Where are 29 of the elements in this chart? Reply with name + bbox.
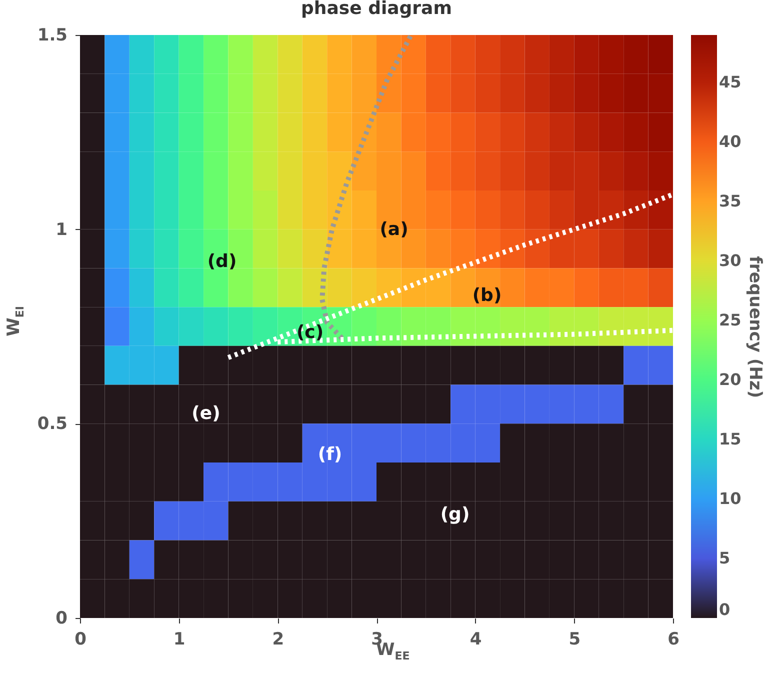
y-tick-label: 1.5	[37, 26, 68, 46]
color-bar-label: 5	[719, 548, 730, 568]
color-bar-label: 30	[719, 251, 742, 270]
y-tick-label: 0	[56, 608, 68, 628]
annotation: (b)	[472, 285, 502, 306]
color-bar-label: 25	[719, 310, 742, 330]
color-bar-label: 35	[719, 192, 742, 211]
x-tick-label: 4	[470, 630, 482, 650]
annotation: (d)	[207, 251, 237, 272]
x-tick-label: 6	[668, 630, 680, 650]
x-tick-label: 1	[173, 630, 186, 650]
color-bar-title: frequency (Hz)	[745, 256, 765, 398]
color-bar-label: 20	[719, 370, 742, 390]
annotation: (g)	[440, 504, 470, 525]
annotation: (e)	[192, 403, 220, 424]
chart-title: phase diagram	[301, 0, 452, 19]
x-tick-label: 2	[272, 630, 284, 650]
color-bar-label: 0	[719, 600, 730, 619]
annotation: (c)	[296, 322, 324, 343]
x-tick-label: 5	[568, 630, 581, 650]
color-bar-label: 45	[719, 72, 742, 92]
x-tick-label: 0	[74, 630, 87, 650]
y-tick-label: 1	[56, 220, 68, 240]
annotation: (a)	[380, 219, 408, 240]
y-tick-label: 0.5	[37, 414, 68, 434]
color-bar-label: 40	[719, 132, 742, 152]
color-bar-label: 10	[719, 489, 742, 508]
annotation: (f)	[318, 444, 342, 465]
color-bar-label: 15	[719, 430, 742, 449]
